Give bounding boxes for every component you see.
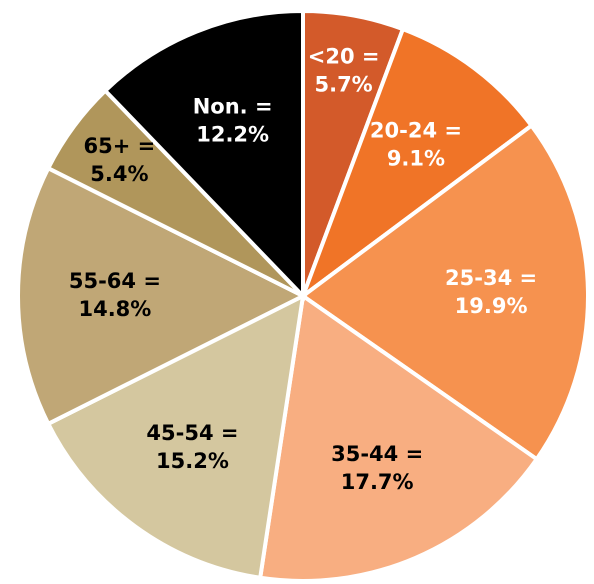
pie-slice <box>16 165 308 427</box>
pie-slice <box>299 122 590 462</box>
slice-label: <20 = <box>308 45 380 69</box>
pie-slice <box>45 292 306 581</box>
slice-value-label: 5.7% <box>314 73 372 97</box>
slice-label: Non. = <box>193 95 273 119</box>
slice-value-label: 9.1% <box>387 147 445 171</box>
slice-value-label: 14.8% <box>78 297 151 321</box>
slice-label: 65+ = <box>84 134 156 158</box>
slice-value-label: 12.2% <box>196 123 269 147</box>
slice-value-label: 19.9% <box>455 294 528 318</box>
pie-slice <box>298 26 535 302</box>
slice-value-label: 17.7% <box>341 470 414 494</box>
slice-label: 45-54 = <box>146 421 238 445</box>
slice-value-label: 5.4% <box>90 162 148 186</box>
slice-label: 20-24 = <box>370 119 462 143</box>
slice-label: 55-64 = <box>69 269 161 293</box>
pie-slice <box>102 8 305 301</box>
slice-label: 25-34 = <box>445 266 537 290</box>
slice-value-label: 15.2% <box>156 449 229 473</box>
pie-slice <box>257 292 540 583</box>
slice-label: 35-44 = <box>331 442 423 466</box>
